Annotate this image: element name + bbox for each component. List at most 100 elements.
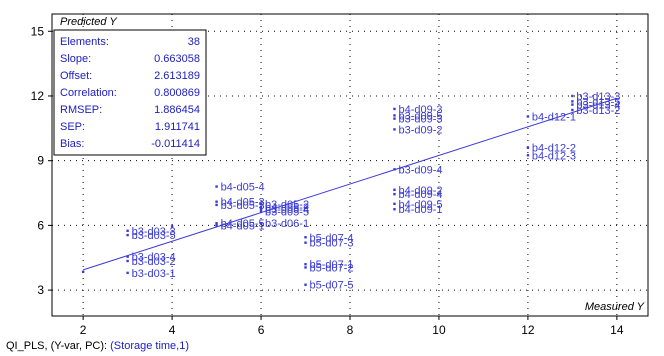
point-label: b4-d12-3 [532, 150, 576, 162]
point-label: b3-d03-5 [132, 230, 176, 242]
point-label: b3-d03-4 [132, 252, 176, 264]
point-marker [304, 236, 307, 239]
data-point[interactable]: b3-d13-4 [571, 100, 620, 112]
model-info-selection[interactable]: (Storage time,1) [110, 340, 190, 352]
data-point[interactable]: b5-d07-4 [304, 232, 354, 244]
point-label: b4-d09-4 [398, 189, 442, 201]
point-marker [393, 128, 396, 131]
point-marker [393, 208, 396, 211]
point-label: b5-d07-1 [310, 259, 354, 271]
point-marker [126, 229, 129, 232]
statistics-rows: Elements: 38 Slope: 0.663058 Offset: 2.613189… [60, 36, 200, 150]
data-point[interactable]: b3-d13-3 [571, 91, 620, 103]
stat-label: Offset: [60, 70, 92, 82]
point-marker [259, 202, 263, 206]
data-point[interactable]: b4-d09-5 [393, 199, 443, 211]
point-label: b3-d06-1 [265, 218, 309, 230]
point-label: b4-d05-2 [265, 202, 309, 214]
x-tick-label: 12 [521, 323, 535, 337]
point-marker [215, 203, 218, 207]
point-label: b5-d07-4 [310, 232, 354, 244]
data-point[interactable]: b3-d09-2 [393, 124, 443, 136]
point-label: b3-d03-1 [132, 268, 176, 280]
data-point[interactable]: b4-d09-4 [393, 189, 443, 201]
y-tick-label: 15 [31, 24, 45, 38]
point-marker [571, 100, 574, 103]
data-point[interactable]: b4-d05-4 [215, 182, 265, 194]
data-point[interactable]: b3-d03-5 [126, 230, 176, 242]
data-point[interactable]: b3-d06-1 [259, 218, 309, 230]
data-point[interactable]: b3-d03-2 [126, 256, 176, 268]
point-label: b5-d07-5 [310, 280, 354, 292]
data-point[interactable]: b4-d12-3 [526, 150, 576, 162]
data-point[interactable]: b3-d09-5 [393, 110, 443, 122]
data-point[interactable]: b4-d12-2 [526, 143, 576, 155]
stat-value: 1.886454 [154, 104, 200, 116]
data-point[interactable]: b4-d12-1 [526, 111, 576, 123]
data-point[interactable]: b3-d09-3 [393, 114, 443, 126]
data-point[interactable] [81, 270, 85, 273]
data-point[interactable]: b5-d07-1 [304, 259, 354, 271]
stat-label: Correlation: [60, 87, 117, 99]
stat-label: Elements: [60, 36, 109, 48]
point-marker [393, 168, 396, 171]
point-label: b4-d12-2 [532, 143, 576, 155]
y-tick-label: 3 [37, 283, 44, 297]
data-point[interactable]: b3-d05-3 [215, 200, 265, 212]
point-label: b4-d05-5 [221, 218, 265, 230]
data-point[interactable]: b3-d03-1 [126, 268, 176, 280]
data-point[interactable]: b4-d09-1 [393, 204, 443, 216]
point-marker [393, 107, 396, 111]
stat-value: 2.613189 [154, 70, 200, 82]
data-point[interactable] [170, 225, 174, 228]
statistics-box: Elements: 38 Slope: 0.663058 Offset: 2.613189… [53, 29, 207, 156]
data-point[interactable]: b5-d07-3 [304, 238, 354, 250]
y-axis-title: Predicted Y [60, 16, 117, 28]
point-marker [571, 94, 574, 98]
point-label: b3-d09-5 [398, 110, 442, 122]
data-point[interactable]: b3-d13-2 [571, 105, 620, 117]
data-point[interactable]: b3-d05-4 [259, 204, 309, 216]
point-marker [526, 154, 530, 157]
point-marker [571, 108, 574, 112]
data-point[interactable]: b4-d05-1 [215, 220, 265, 232]
stat-value: 0.800869 [154, 87, 200, 99]
stat-value: 38 [188, 36, 200, 48]
model-info-prefix: QI_PLS, (Y-var, PC): [6, 340, 108, 352]
data-point[interactable]: b3-d03-4 [126, 252, 176, 264]
data-point[interactable]: b4-d05-5 [215, 218, 265, 230]
data-point[interactable]: b3-d05-5 [259, 206, 309, 218]
statistics-box-frame [53, 29, 207, 156]
point-marker [393, 117, 396, 120]
data-point[interactable]: b5-d07-2 [304, 262, 354, 274]
stat-value: 0.663058 [154, 53, 200, 65]
data-point[interactable]: b4-d09-2 [393, 185, 443, 197]
point-marker [126, 255, 129, 258]
point-marker [259, 222, 263, 225]
data-point[interactable]: b3-d03-3 [126, 226, 176, 238]
data-point[interactable]: b3-d05-2 [259, 199, 309, 211]
point-label: b3-d09-4 [398, 164, 442, 176]
x-tick-label: 6 [258, 323, 265, 337]
x-tick-label: 4 [169, 323, 176, 337]
point-label: b3-d03-2 [132, 256, 176, 268]
data-point[interactable]: b4-d05-3 [215, 197, 265, 209]
point-label: b3-d03-3 [132, 226, 176, 238]
data-point[interactable]: b3-d13-5 [571, 96, 620, 108]
data-point[interactable]: b5-d07-5 [304, 280, 354, 292]
data-point[interactable]: b4-d05-2 [259, 202, 309, 214]
point-marker [126, 259, 129, 263]
point-label: b4-d05-1 [221, 220, 265, 232]
point-label: b3-d05-2 [265, 199, 309, 211]
point-label: b3-d05-4 [265, 204, 309, 216]
data-point[interactable]: b4-d09-3 [393, 104, 443, 116]
point-marker [170, 225, 174, 228]
point-marker [304, 266, 307, 269]
point-marker [259, 210, 263, 213]
point-label: b4-d09-3 [398, 104, 442, 116]
point-label: b3-d09-2 [398, 124, 442, 136]
data-point[interactable]: b3-d09-4 [393, 164, 443, 176]
point-marker [393, 202, 396, 206]
point-marker [215, 224, 218, 227]
